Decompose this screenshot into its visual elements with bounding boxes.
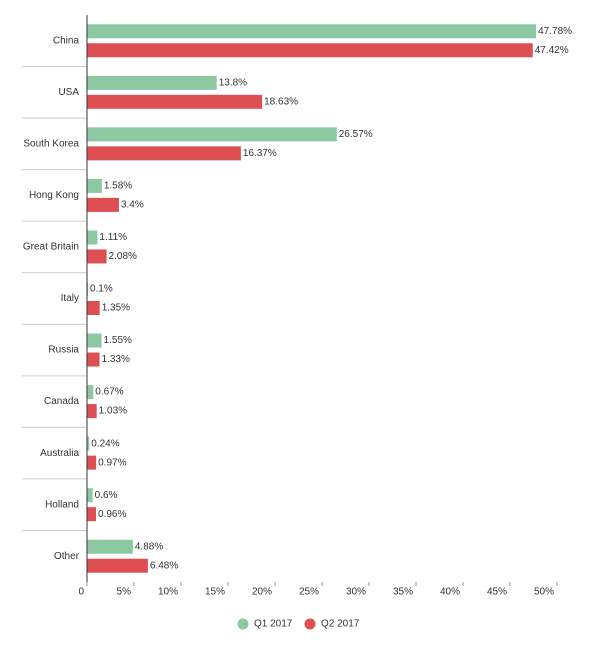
y-tick-label: South Korea — [23, 139, 79, 150]
y-tick-label: Other — [54, 551, 80, 562]
value-label: 1.58% — [104, 181, 132, 192]
value-label: 6.48% — [150, 560, 178, 571]
value-label: 47.42% — [535, 45, 569, 56]
value-label: 0.6% — [95, 490, 118, 501]
value-label: 0.1% — [90, 284, 113, 295]
bar — [87, 333, 102, 348]
bar — [87, 24, 537, 39]
x-tick-label: 10% — [158, 587, 178, 598]
value-label: 0.96% — [98, 509, 126, 520]
value-label: 0.67% — [95, 387, 123, 398]
bar — [87, 385, 94, 400]
value-label: 0.24% — [91, 438, 119, 449]
x-tick-label: 15% — [205, 587, 225, 598]
x-tick-label: 25% — [299, 587, 319, 598]
bar — [87, 197, 119, 212]
y-tick-label: USA — [58, 87, 79, 98]
y-tick-label: Hong Kong — [29, 190, 79, 201]
value-label: 1.35% — [102, 303, 130, 314]
value-label: 18.63% — [264, 96, 298, 107]
bar — [87, 301, 100, 315]
bar — [87, 352, 100, 367]
x-tick-label: 35% — [393, 587, 413, 598]
bar — [87, 230, 98, 245]
value-label: 16.37% — [243, 148, 277, 159]
x-tick-label: 20% — [252, 587, 272, 598]
bar — [87, 249, 107, 264]
value-label: 1.55% — [104, 335, 132, 346]
value-label: 2.08% — [109, 251, 137, 262]
legend-label: Q1 2017 — [254, 619, 293, 630]
bar — [87, 94, 263, 109]
x-tick-label: 30% — [346, 587, 366, 598]
value-label: 47.78% — [538, 26, 572, 37]
value-label: 3.4% — [121, 200, 144, 211]
value-label: 13.8% — [219, 77, 247, 88]
value-label: 26.57% — [339, 129, 373, 140]
legend-marker — [304, 618, 316, 630]
y-tick-label: Holland — [45, 499, 79, 510]
y-tick-label: Canada — [44, 396, 79, 407]
y-tick-label: Italy — [61, 293, 79, 304]
x-tick-label: 40% — [440, 587, 460, 598]
bar — [87, 539, 133, 554]
bar — [87, 558, 148, 573]
x-tick-label: 5% — [117, 587, 132, 598]
y-tick-label: China — [53, 35, 80, 46]
bar — [87, 404, 97, 419]
x-tick-label: 0 — [78, 587, 84, 598]
y-tick-label: Australia — [40, 448, 79, 459]
y-tick-label: Russia — [48, 345, 79, 356]
value-label: 1.11% — [99, 232, 127, 243]
bar — [87, 75, 217, 90]
bar — [87, 127, 337, 142]
bar — [87, 507, 97, 522]
bar — [87, 455, 97, 470]
bar — [87, 488, 93, 503]
value-label: 0.97% — [98, 457, 126, 468]
bar — [87, 146, 241, 161]
value-label: 4.88% — [135, 541, 163, 552]
value-label: 1.33% — [102, 354, 130, 365]
y-tick-label: Great Britain — [23, 242, 79, 253]
x-tick-label: 45% — [487, 587, 507, 598]
bar — [87, 178, 102, 193]
bar — [87, 436, 90, 451]
bar — [87, 43, 533, 58]
legend-marker — [237, 618, 249, 630]
x-tick-label: 50% — [534, 587, 554, 598]
legend-label: Q2 2017 — [321, 619, 360, 630]
value-label: 1.03% — [99, 406, 127, 417]
